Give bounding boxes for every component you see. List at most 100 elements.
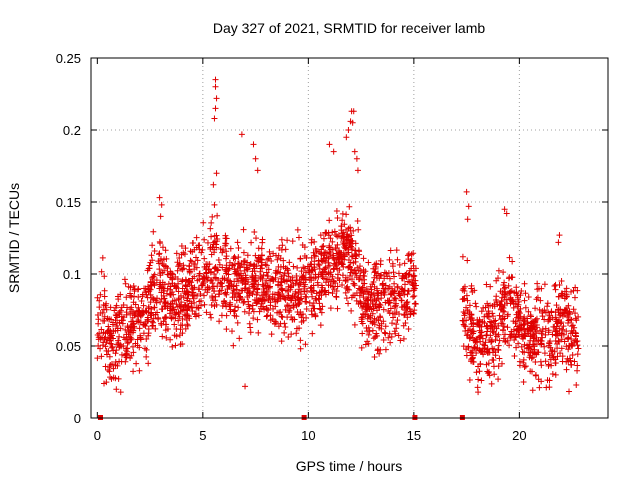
data-point — [297, 296, 304, 303]
data-point — [499, 294, 506, 301]
data-point — [553, 323, 560, 330]
data-point — [315, 261, 322, 268]
data-point — [123, 347, 130, 354]
data-point — [175, 280, 182, 287]
data-point — [492, 317, 499, 324]
data-point — [556, 232, 563, 239]
data-point — [249, 291, 256, 298]
data-point — [399, 286, 406, 293]
data-point — [546, 377, 553, 384]
data-point — [191, 299, 198, 306]
data-point — [97, 291, 104, 298]
data-point — [482, 339, 489, 346]
data-point — [397, 337, 404, 344]
data-point — [388, 333, 395, 340]
data-point — [297, 255, 304, 262]
data-point — [116, 311, 123, 318]
data-point — [282, 323, 289, 330]
data-point — [169, 300, 176, 307]
data-point — [315, 282, 322, 289]
data-point — [223, 240, 230, 247]
data-point — [310, 287, 317, 294]
data-point — [113, 314, 120, 321]
data-point — [130, 282, 137, 289]
chart-title: Day 327 of 2021, SRMTID for receiver lam… — [213, 20, 486, 36]
data-point — [115, 375, 122, 382]
data-point — [254, 285, 261, 292]
data-point — [238, 131, 245, 138]
data-point — [302, 341, 309, 348]
data-point — [326, 262, 333, 269]
data-point — [561, 307, 568, 314]
data-point — [209, 293, 216, 300]
data-point — [95, 320, 102, 327]
data-point — [274, 268, 281, 275]
data-point — [385, 285, 392, 292]
data-point — [130, 320, 137, 327]
data-point — [377, 346, 384, 353]
data-point — [226, 259, 233, 266]
data-point — [486, 349, 493, 356]
data-point — [157, 298, 164, 305]
data-point — [391, 273, 398, 280]
grid — [91, 58, 608, 418]
data-point — [172, 342, 179, 349]
data-point — [179, 330, 186, 337]
data-point — [118, 351, 125, 358]
data-point — [333, 262, 340, 269]
data-point — [312, 313, 319, 320]
data-point — [232, 255, 239, 262]
data-point — [376, 322, 383, 329]
x-tick-label: 10 — [301, 428, 315, 443]
data-point — [132, 340, 139, 347]
y-tick-label: 0.1 — [63, 267, 81, 282]
data-point — [410, 262, 417, 269]
data-point — [500, 335, 507, 342]
data-point — [264, 256, 271, 263]
data-point — [359, 330, 366, 337]
data-point — [231, 293, 238, 300]
data-point — [244, 252, 251, 259]
data-point — [472, 300, 479, 307]
data-point — [574, 362, 581, 369]
data-point — [242, 383, 249, 390]
data-point — [147, 310, 154, 317]
data-point — [146, 288, 153, 295]
data-point — [347, 259, 354, 266]
data-point — [103, 306, 110, 313]
data-point — [135, 294, 142, 301]
data-point — [250, 308, 257, 315]
data-point — [392, 302, 399, 309]
data-point — [479, 318, 486, 325]
data-point — [364, 328, 371, 335]
data-point — [323, 229, 330, 236]
data-point — [254, 167, 261, 174]
data-point — [353, 289, 360, 296]
data-point — [396, 261, 403, 268]
data-point — [285, 292, 292, 299]
data-point — [520, 379, 527, 385]
data-point — [252, 155, 259, 162]
data-point — [269, 291, 276, 298]
data-point — [215, 291, 222, 298]
data-point — [132, 301, 139, 308]
data-point — [179, 341, 186, 348]
data-point — [123, 311, 130, 318]
data-point — [468, 329, 475, 336]
data-point — [519, 348, 526, 355]
data-point — [169, 343, 176, 350]
data-point — [363, 295, 370, 302]
data-point — [130, 349, 137, 356]
data-point — [156, 194, 163, 201]
data-point — [316, 305, 323, 312]
data-point — [263, 277, 270, 284]
data-point — [512, 334, 519, 341]
data-point — [369, 298, 376, 305]
data-point — [343, 211, 350, 218]
data-point — [113, 386, 120, 393]
data-point — [201, 275, 208, 282]
data-point — [469, 328, 476, 335]
data-point — [572, 284, 579, 291]
data-point — [520, 321, 527, 328]
